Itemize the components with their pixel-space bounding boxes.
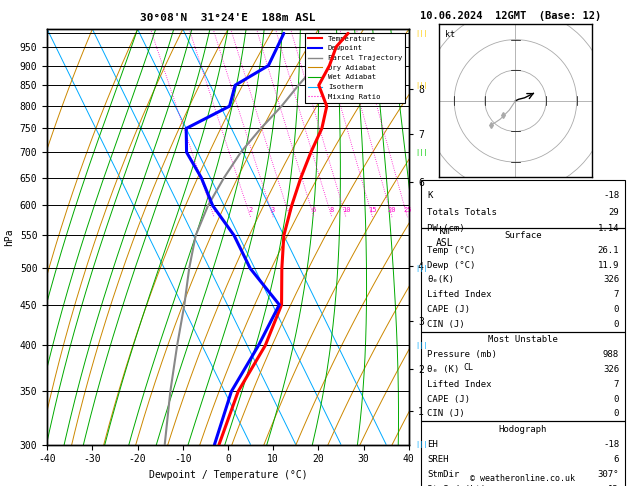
Text: 0: 0 bbox=[614, 305, 619, 314]
Text: EH: EH bbox=[427, 440, 438, 449]
Text: 326: 326 bbox=[603, 364, 619, 374]
Text: 15: 15 bbox=[369, 207, 377, 213]
Text: 0: 0 bbox=[614, 320, 619, 329]
Text: 326: 326 bbox=[603, 276, 619, 284]
Text: 2: 2 bbox=[248, 207, 253, 213]
Text: |||: ||| bbox=[415, 82, 428, 89]
Text: 6: 6 bbox=[312, 207, 316, 213]
Text: Hodograph: Hodograph bbox=[499, 425, 547, 434]
Text: |||: ||| bbox=[415, 342, 428, 349]
Text: 11.9: 11.9 bbox=[598, 260, 619, 270]
Text: K: K bbox=[427, 191, 432, 200]
Text: 0: 0 bbox=[614, 395, 619, 403]
Text: Lifted Index: Lifted Index bbox=[427, 380, 491, 388]
Text: θₑ(K): θₑ(K) bbox=[427, 276, 454, 284]
Text: Dewp (°C): Dewp (°C) bbox=[427, 260, 476, 270]
Text: Temp (°C): Temp (°C) bbox=[427, 246, 476, 255]
Text: 8: 8 bbox=[330, 207, 334, 213]
Text: CAPE (J): CAPE (J) bbox=[427, 395, 470, 403]
X-axis label: Dewpoint / Temperature (°C): Dewpoint / Temperature (°C) bbox=[148, 470, 308, 480]
Text: 10: 10 bbox=[342, 207, 350, 213]
Text: © weatheronline.co.uk: © weatheronline.co.uk bbox=[470, 474, 574, 483]
Text: 29: 29 bbox=[608, 208, 619, 217]
Text: 1: 1 bbox=[212, 207, 216, 213]
Text: StmDir: StmDir bbox=[427, 470, 459, 479]
Text: -18: -18 bbox=[603, 440, 619, 449]
Text: Most Unstable: Most Unstable bbox=[488, 335, 558, 344]
Text: 988: 988 bbox=[603, 349, 619, 359]
Text: Lifted Index: Lifted Index bbox=[427, 290, 491, 299]
Text: kt: kt bbox=[445, 30, 455, 38]
Text: |||: ||| bbox=[415, 441, 428, 448]
Text: CIN (J): CIN (J) bbox=[427, 320, 465, 329]
Text: Totals Totals: Totals Totals bbox=[427, 208, 497, 217]
Text: 0: 0 bbox=[614, 410, 619, 418]
Text: 6: 6 bbox=[614, 455, 619, 464]
Text: Pressure (mb): Pressure (mb) bbox=[427, 349, 497, 359]
Y-axis label: km
ASL: km ASL bbox=[436, 226, 454, 248]
Text: |||: ||| bbox=[415, 149, 428, 156]
Legend: Temperature, Dewpoint, Parcel Trajectory, Dry Adiabat, Wet Adiabat, Isotherm, Mi: Temperature, Dewpoint, Parcel Trajectory… bbox=[305, 33, 405, 103]
Text: 25: 25 bbox=[403, 207, 411, 213]
Text: Surface: Surface bbox=[504, 231, 542, 240]
Text: 4: 4 bbox=[287, 207, 292, 213]
Text: |||: ||| bbox=[415, 265, 428, 272]
Text: 26.1: 26.1 bbox=[598, 246, 619, 255]
Text: 3: 3 bbox=[271, 207, 276, 213]
Text: CL: CL bbox=[463, 363, 473, 372]
Text: |||: ||| bbox=[415, 30, 428, 37]
Text: 1.14: 1.14 bbox=[598, 224, 619, 233]
Text: 20: 20 bbox=[387, 207, 396, 213]
Text: PW (cm): PW (cm) bbox=[427, 224, 465, 233]
Text: θₑ (K): θₑ (K) bbox=[427, 364, 459, 374]
Y-axis label: hPa: hPa bbox=[4, 228, 14, 246]
Text: 7: 7 bbox=[614, 380, 619, 388]
Text: 307°: 307° bbox=[598, 470, 619, 479]
Title: 30°08'N  31°24'E  188m ASL: 30°08'N 31°24'E 188m ASL bbox=[140, 13, 316, 23]
Text: SREH: SREH bbox=[427, 455, 448, 464]
Text: CAPE (J): CAPE (J) bbox=[427, 305, 470, 314]
Text: -18: -18 bbox=[603, 191, 619, 200]
Text: 10.06.2024  12GMT  (Base: 12): 10.06.2024 12GMT (Base: 12) bbox=[420, 12, 601, 21]
Text: 7: 7 bbox=[614, 290, 619, 299]
Text: CIN (J): CIN (J) bbox=[427, 410, 465, 418]
